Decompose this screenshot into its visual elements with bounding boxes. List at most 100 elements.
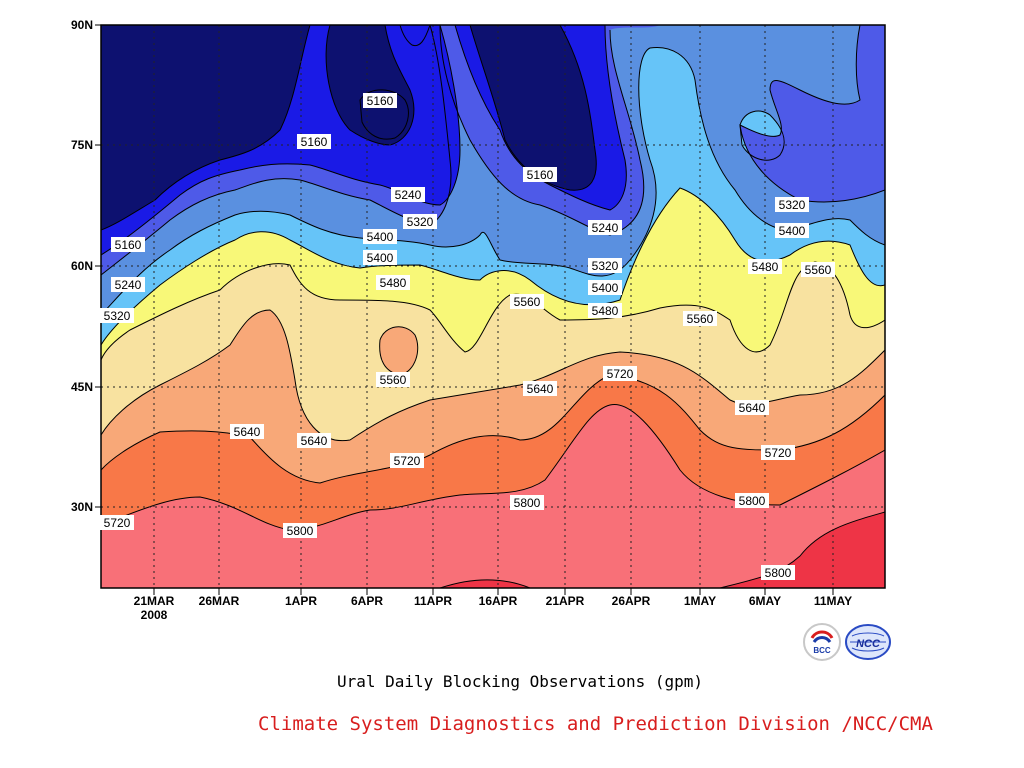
contour-label-text: 5160 [301, 135, 328, 149]
contour-label: 5480 [748, 259, 782, 274]
contour-label-text: 5800 [287, 524, 314, 538]
y-tick-label: 90N [71, 18, 93, 32]
contour-label-bg [363, 93, 397, 108]
contour-label-text: 5320 [407, 215, 434, 229]
contour-fills [101, 25, 885, 588]
contour-label-text: 5400 [592, 281, 619, 295]
contour-label-text: 5480 [380, 276, 407, 290]
contour-label-text: 5400 [367, 230, 394, 244]
contour-label: 5400 [363, 250, 397, 265]
contour-label-text: 5800 [514, 496, 541, 510]
contour-label-text: 5320 [104, 309, 131, 323]
x-tick-label: 26MAR [199, 594, 240, 608]
contour-label-bg [523, 167, 557, 182]
x-tick-label: 16APR [479, 594, 518, 608]
contour-label: 5320 [403, 214, 437, 229]
contour-label-bg [588, 303, 622, 318]
contour-label-bg [588, 280, 622, 295]
x-tick-label: 11MAY [814, 594, 852, 608]
contour-label: 5480 [376, 275, 410, 290]
svg-text:NCC: NCC [856, 638, 881, 650]
contour-label: 5160 [363, 93, 397, 108]
band-5640-island [379, 326, 418, 375]
contour-label: 5720 [100, 515, 134, 530]
contour-label-bg [100, 515, 134, 530]
contour-label-text: 5640 [234, 425, 261, 439]
contour-label-text: 5640 [527, 382, 554, 396]
contour-label-text: 5800 [765, 566, 792, 580]
contour-label: 5560 [683, 311, 717, 326]
contour-label-bg [683, 311, 717, 326]
contour-label: 5640 [523, 381, 557, 396]
contour-label-bg [111, 237, 145, 252]
contour-label: 5160 [523, 167, 557, 182]
contour-label: 5320 [775, 197, 809, 212]
contour-label-bg [775, 223, 809, 238]
y-tick-label: 60N [71, 259, 93, 273]
contour-labels: 5160 5160 5160 5160 5240 5240 5240 5320 5320 5320… [100, 93, 835, 580]
contour-label-text: 5560 [805, 263, 832, 277]
y-tick-label: 75N [71, 138, 93, 152]
contour-label-bg [735, 400, 769, 415]
x-tick-label: 6APR [351, 594, 383, 608]
contour-label-bg [510, 495, 544, 510]
contour-label: 5560 [801, 262, 835, 277]
contour-label-text: 5160 [527, 168, 554, 182]
contour-label-bg [761, 565, 795, 580]
contour-label-bg [403, 214, 437, 229]
contour-label-bg [761, 445, 795, 460]
contour-label: 5240 [111, 277, 145, 292]
contour-label: 5400 [775, 223, 809, 238]
x-tick-label: 6MAY [749, 594, 781, 608]
contour-label-bg [735, 493, 769, 508]
contour-label-text: 5640 [301, 434, 328, 448]
contour-label-bg [390, 453, 424, 468]
y-tick-label: 30N [71, 500, 93, 514]
contour-label: 5480 [588, 303, 622, 318]
contour-label-text: 5560 [380, 373, 407, 387]
contour-label: 5800 [510, 495, 544, 510]
contour-label: 5400 [363, 229, 397, 244]
contour-label-text: 5720 [607, 367, 634, 381]
svg-text:BCC: BCC [813, 646, 831, 655]
contour-label-text: 5320 [592, 259, 619, 273]
contour-label-bg [376, 372, 410, 387]
contour-label: 5560 [376, 372, 410, 387]
bcc-logo: BCC [803, 623, 841, 661]
contour-label-text: 5480 [752, 260, 779, 274]
contour-label-bg [283, 523, 317, 538]
contour-label-text: 5240 [115, 278, 142, 292]
contour-label-bg [588, 258, 622, 273]
contour-label-text: 5160 [115, 238, 142, 252]
x-tick-label: 1APR [285, 594, 317, 608]
contour-label: 5720 [761, 445, 795, 460]
x-tick-label: 21APR [546, 594, 585, 608]
contour-label-bg [297, 433, 331, 448]
contour-label-text: 5720 [394, 454, 421, 468]
contour-label-bg [603, 366, 637, 381]
contour-lines [101, 25, 885, 588]
contour-label: 5720 [603, 366, 637, 381]
contour-label: 5640 [297, 433, 331, 448]
credit-line: Climate System Diagnostics and Predictio… [258, 713, 933, 735]
contour-label-text: 5560 [687, 312, 714, 326]
contour-label-text: 5240 [395, 188, 422, 202]
contour-label: 5800 [283, 523, 317, 538]
contour-label-bg [363, 250, 397, 265]
y-tick-label: 45N [71, 380, 93, 394]
chart-title: Ural Daily Blocking Observations (gpm) [336, 672, 704, 691]
contour-label: 5160 [111, 237, 145, 252]
contour-label-bg [748, 259, 782, 274]
contour-label-bg [376, 275, 410, 290]
contour-label: 5720 [390, 453, 424, 468]
contour-label-text: 5800 [739, 494, 766, 508]
contour-label-bg [230, 424, 264, 439]
contour-label-bg [588, 220, 622, 235]
contour-label: 5240 [391, 187, 425, 202]
contour-label-bg [523, 381, 557, 396]
contour-label: 5640 [230, 424, 264, 439]
contour-label: 5400 [588, 280, 622, 295]
contour-label-text: 5320 [779, 198, 806, 212]
contour-label-bg [100, 308, 134, 323]
